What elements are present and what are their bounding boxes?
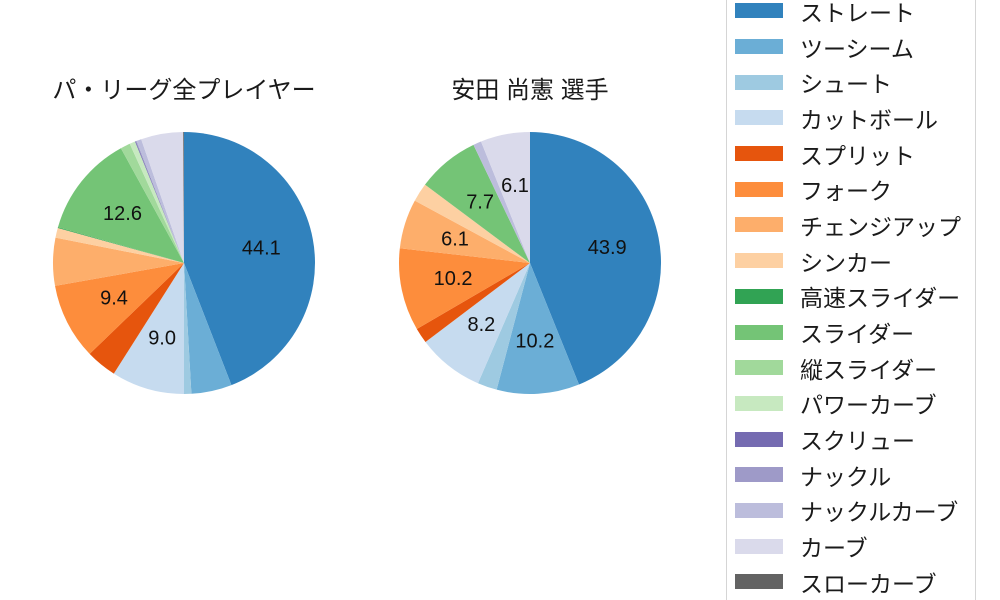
pie-0-slice-6 xyxy=(53,237,184,286)
pie-0-slice-1 xyxy=(184,263,232,394)
legend-label-13: ナックル xyxy=(800,463,892,490)
pie-0-slice-11 xyxy=(129,141,184,263)
pie-0-slice-7 xyxy=(55,228,185,263)
legend-item-14: ナックルカーブ xyxy=(735,493,975,529)
legend-swatch-6 xyxy=(735,217,783,233)
legend-label-9: スライダー xyxy=(800,321,915,348)
pie-1-slice-4 xyxy=(416,263,530,342)
pie-0-slice-2 xyxy=(184,263,192,394)
legend-swatch-0 xyxy=(735,3,783,19)
legend-item-15: カーブ xyxy=(735,528,975,564)
pie-1-slice-0 xyxy=(530,131,662,385)
legend-swatch-10 xyxy=(735,360,783,376)
pie-1-slice-1 xyxy=(496,263,579,395)
legend-label-4: スプリット xyxy=(800,142,915,169)
pie-1-slice-3 xyxy=(425,263,530,384)
pie-0-slice-13 xyxy=(135,140,184,263)
pie-0-slice-3 xyxy=(113,263,184,394)
pie-0-slice-5 xyxy=(55,263,184,354)
legend-item-10: 縦スライダー xyxy=(735,350,975,386)
legend-item-12: スクリュー xyxy=(735,421,975,457)
legend-item-1: ツーシーム xyxy=(735,29,975,65)
legend-label-3: カットボール xyxy=(800,106,938,133)
legend-swatch-1 xyxy=(735,39,783,55)
pie-0-slice-15 xyxy=(141,132,184,263)
pie-1-slice-2 xyxy=(477,263,530,390)
legend-label-7: シンカー xyxy=(800,249,892,276)
legend-label-14: ナックルカーブ xyxy=(800,499,959,526)
pie-1-value-label-15: 6.1 xyxy=(501,175,529,197)
legend-item-9: スライダー xyxy=(735,314,975,350)
legend-swatch-3 xyxy=(735,110,783,126)
legend-label-10: 縦スライダー xyxy=(800,356,938,383)
legend-item-5: フォーク xyxy=(735,171,975,207)
pie-0-slice-14 xyxy=(136,139,184,263)
pie-0-slice-12 xyxy=(135,141,184,263)
pie-0-value-label-5: 9.4 xyxy=(100,288,128,310)
pie-0-slice-16 xyxy=(183,131,184,263)
legend-label-15: カーブ xyxy=(800,535,868,562)
legend-swatch-7 xyxy=(735,253,783,269)
legend-label-2: シュート xyxy=(800,71,892,98)
pie-1-value-label-5: 10.2 xyxy=(434,268,473,290)
legend-swatch-5 xyxy=(735,181,783,197)
pie-0-slice-10 xyxy=(120,143,184,263)
pie-0-value-label-0: 44.1 xyxy=(242,238,281,260)
pie-1-slice-9 xyxy=(424,144,530,263)
legend-label-12: スクリュー xyxy=(800,428,915,455)
legend-swatch-9 xyxy=(735,324,783,340)
legend-item-16: スローカーブ xyxy=(735,564,975,600)
legend-item-2: シュート xyxy=(735,64,975,100)
pie-1-value-label-9: 7.7 xyxy=(466,191,494,213)
legend-swatch-11 xyxy=(735,395,783,411)
legend-label-5: フォーク xyxy=(800,178,892,205)
legend-swatch-16 xyxy=(735,574,783,590)
legend-item-6: チェンジアップ xyxy=(735,207,975,243)
legend-swatch-14 xyxy=(735,502,783,518)
pie-0-slice-0 xyxy=(184,132,315,386)
pie-0-slice-8 xyxy=(57,227,184,263)
legend-swatch-8 xyxy=(735,288,783,304)
legend-item-7: シンカー xyxy=(735,243,975,279)
legend-swatch-15 xyxy=(735,538,783,554)
legend-item-8: 高速スライダー xyxy=(735,279,975,315)
legend-swatch-2 xyxy=(735,74,783,90)
pie-0-value-label-3: 9.0 xyxy=(148,328,176,350)
legend-item-13: ナックル xyxy=(735,457,975,493)
legend-swatch-12 xyxy=(735,431,783,447)
pie-1-slice-15 xyxy=(481,132,530,263)
right-pie-title: 安田 尚憲 選手 xyxy=(451,77,609,104)
legend-label-11: パワーカーブ xyxy=(800,392,937,419)
legend-item-11: パワーカーブ xyxy=(735,386,975,422)
pie-1-slice-6 xyxy=(399,200,530,263)
pie-0-value-label-9: 12.6 xyxy=(103,203,142,225)
pie-1-slice-14 xyxy=(473,141,530,263)
legend-label-6: チェンジアップ xyxy=(800,213,961,240)
pie-1-value-label-1: 10.2 xyxy=(515,330,554,352)
pie-0-slice-4 xyxy=(89,263,184,374)
legend-label-16: スローカーブ xyxy=(800,570,937,597)
legend-item-0: ストレート xyxy=(735,0,975,29)
pitch-type-legend: ストレートツーシームシュートカットボール スプリットフォークチェンジアップ シンカー… xyxy=(726,0,976,600)
legend-label-8: 高速スライダー xyxy=(800,285,961,312)
pie-1-value-label-6: 6.1 xyxy=(441,228,469,250)
legend-item-3: カットボール xyxy=(735,100,975,136)
pie-0-slice-9 xyxy=(57,148,184,263)
legend-label-0: ストレート xyxy=(800,0,915,26)
pie-1-value-label-0: 43.9 xyxy=(588,237,627,259)
pie-1-value-label-3: 8.2 xyxy=(467,314,495,336)
legend-swatch-4 xyxy=(735,146,783,162)
legend-item-4: スプリット xyxy=(735,136,975,172)
pie-1-slice-5 xyxy=(399,248,530,329)
left-pie-title: パ・リーグ全プレイヤー xyxy=(52,77,316,104)
legend-label-1: ツーシーム xyxy=(800,35,914,62)
legend-swatch-13 xyxy=(735,467,783,483)
pie-1-slice-7 xyxy=(414,184,530,263)
